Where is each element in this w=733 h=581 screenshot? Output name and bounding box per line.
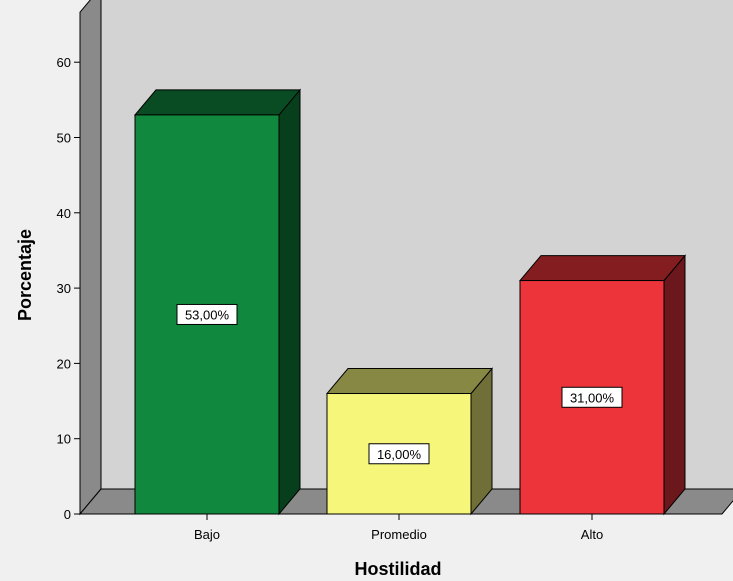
side-wall [79, 0, 102, 516]
bar-promedio: 16,00% [325, 367, 494, 516]
data-label: 53,00% [185, 307, 230, 322]
bar-alto: 31,00% [518, 254, 687, 516]
y-tick-label: 50 [57, 131, 71, 146]
bar-bajo: 53,00% [133, 88, 302, 516]
x-tick-label: Alto [581, 527, 603, 542]
x-tick-label: Promedio [371, 527, 427, 542]
data-label: 16,00% [377, 447, 422, 462]
x-axis-title: Hostilidad [354, 559, 441, 579]
y-tick-label: 40 [57, 206, 71, 221]
x-tick-label: Bajo [194, 527, 220, 542]
bar-top [518, 255, 687, 282]
bar-top [325, 368, 494, 395]
data-label-box [176, 303, 238, 325]
y-tick-label: 30 [57, 281, 71, 296]
y-tick-label: 20 [57, 356, 71, 371]
data-label: 31,00% [570, 390, 615, 405]
bar-side [663, 254, 686, 516]
data-label-box [561, 386, 623, 408]
y-tick-label: 0 [64, 507, 71, 522]
bar-side [278, 88, 301, 516]
data-label-box [368, 443, 430, 465]
bars: 53,00% 16,00% 31,00% [133, 88, 687, 516]
bar-top [133, 89, 302, 116]
y-tick-label: 60 [57, 55, 71, 70]
y-axis-title: Porcentaje [15, 229, 35, 321]
y-tick-label: 10 [57, 432, 71, 447]
